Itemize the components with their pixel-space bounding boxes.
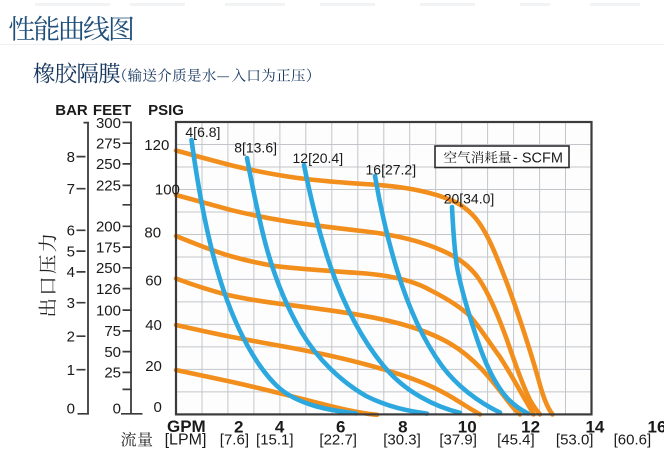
svg-text:126: 126 (96, 281, 121, 298)
svg-text:[30.3]: [30.3] (383, 432, 421, 449)
svg-text:6: 6 (67, 223, 75, 240)
svg-text:50: 50 (104, 344, 121, 361)
svg-text:175: 175 (96, 239, 121, 256)
svg-text:[45.4]: [45.4] (497, 432, 535, 449)
svg-text:200: 200 (96, 219, 121, 236)
svg-text:80: 80 (144, 224, 161, 241)
svg-text:8: 8 (67, 149, 75, 166)
svg-text:20: 20 (145, 358, 162, 375)
svg-text:0: 0 (154, 399, 162, 416)
svg-text:1: 1 (67, 362, 75, 379)
svg-text:0: 0 (113, 401, 121, 418)
svg-text:300: 300 (96, 115, 121, 132)
svg-text:60: 60 (145, 273, 162, 290)
svg-text:225: 225 (96, 178, 121, 195)
svg-text:[22.7]: [22.7] (319, 432, 357, 449)
svg-text:[7.6]: [7.6] (220, 432, 249, 449)
svg-text:250: 250 (96, 156, 121, 173)
svg-text:25: 25 (104, 365, 121, 382)
svg-text:[15.1]: [15.1] (256, 432, 294, 449)
svg-text:4: 4 (275, 418, 285, 437)
svg-text:12[20.4]: 12[20.4] (293, 150, 344, 166)
svg-text:4: 4 (67, 264, 75, 281)
svg-text:100: 100 (96, 302, 121, 319)
svg-text:3: 3 (67, 295, 75, 312)
svg-text:2: 2 (234, 418, 243, 437)
svg-text:FEET: FEET (93, 102, 131, 119)
svg-text:PSIG: PSIG (148, 102, 184, 119)
svg-text:4[6.8]: 4[6.8] (185, 124, 220, 140)
svg-text:2: 2 (67, 328, 75, 345)
svg-text:8: 8 (398, 418, 407, 437)
svg-text:16: 16 (648, 418, 664, 437)
svg-text:BAR: BAR (55, 102, 88, 119)
svg-text:40: 40 (145, 317, 162, 334)
svg-text:[LPM]: [LPM] (165, 432, 207, 449)
svg-text:[53.0]: [53.0] (556, 432, 594, 449)
svg-text:GPM: GPM (167, 417, 206, 436)
svg-text:275: 275 (96, 135, 121, 152)
svg-text:[60.6]: [60.6] (614, 432, 652, 449)
svg-text:250: 250 (96, 260, 121, 277)
svg-text:7: 7 (67, 181, 75, 198)
svg-text:120: 120 (144, 137, 169, 154)
svg-text:6: 6 (336, 418, 345, 437)
svg-text:14: 14 (585, 418, 604, 437)
svg-text:5: 5 (67, 243, 75, 260)
svg-text:8[13.6]: 8[13.6] (234, 140, 277, 156)
svg-text:- SCFM: - SCFM (513, 150, 563, 166)
svg-text:[37.9]: [37.9] (439, 432, 477, 449)
svg-text:75: 75 (104, 323, 121, 340)
svg-text:0: 0 (67, 401, 75, 418)
svg-text:20[34.0]: 20[34.0] (444, 190, 495, 206)
svg-text:12: 12 (521, 418, 540, 437)
svg-text:10: 10 (458, 418, 477, 437)
svg-text:100: 100 (155, 182, 180, 199)
svg-text:16[27.2]: 16[27.2] (366, 162, 417, 178)
